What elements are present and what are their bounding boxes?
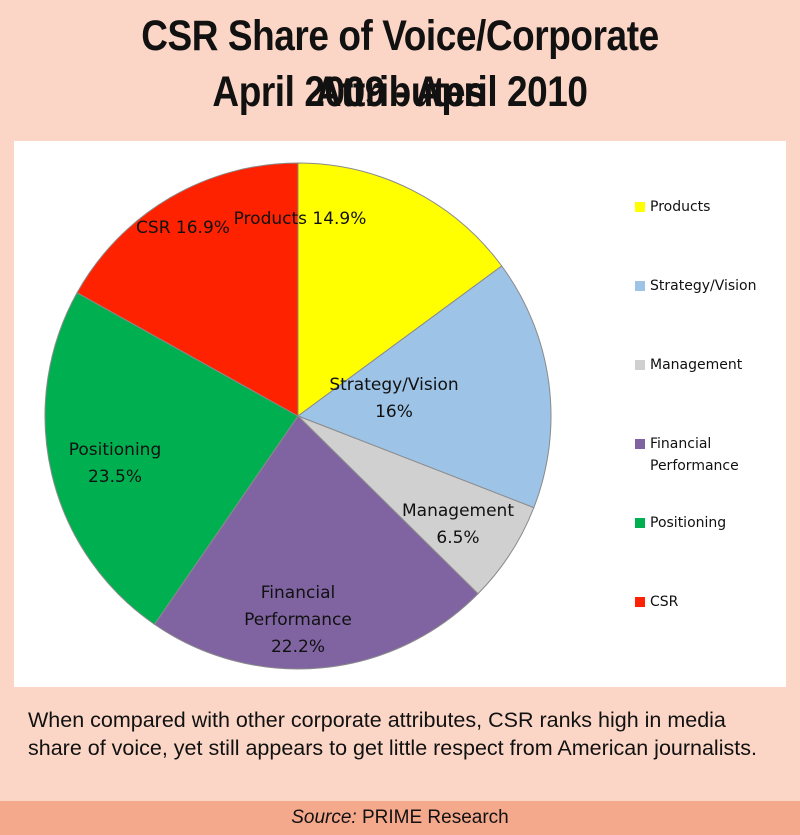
legend-swatch bbox=[635, 360, 645, 370]
pie-slice-strategy-vision bbox=[296, 265, 552, 509]
source-label: Source: bbox=[291, 807, 357, 828]
legend-label: Management bbox=[650, 357, 743, 373]
pie-slice-financial-performance bbox=[153, 415, 479, 670]
legend-swatch bbox=[635, 202, 645, 212]
slice-label-management: Management 6.5% bbox=[402, 501, 514, 548]
slice-label-csr: CSR 16.9% bbox=[136, 218, 230, 238]
title-line-1: CSR Share of Voice/Corporate Attributes bbox=[141, 12, 659, 116]
legend-swatch bbox=[635, 439, 645, 449]
legend-swatch bbox=[635, 597, 645, 607]
pie-slice-positioning bbox=[44, 292, 299, 626]
legend-label: Positioning bbox=[650, 515, 726, 531]
pie-slice-csr bbox=[76, 162, 299, 417]
pie-labels: Products 14.9% Strategy/Vision 16% Manageme… bbox=[69, 209, 515, 657]
title-line-2: April 2009 - April 2010 bbox=[212, 68, 588, 116]
slice-label-positioning: Positioning 23.5% bbox=[69, 440, 161, 487]
slice-label-products: Products 14.9% bbox=[234, 209, 367, 229]
chart-title: CSR Share of Voice/Corporate Attributes … bbox=[0, 0, 800, 128]
caption-text: When compared with other corporate attri… bbox=[28, 708, 757, 760]
chart-panel: Products 14.9% Strategy/Vision 16% Manageme… bbox=[14, 141, 786, 687]
legend-swatch bbox=[635, 281, 645, 291]
legend-label: CSR bbox=[650, 594, 679, 610]
legend-label: Strategy/Vision bbox=[650, 278, 756, 294]
source-bar: Source: PRIME Research bbox=[0, 801, 800, 835]
slice-label-strategy-vision: Strategy/Vision 16% bbox=[329, 375, 458, 422]
slice-label-financial-performance: Financial Performance 22.2% bbox=[244, 583, 352, 657]
pie-chart: Products 14.9% Strategy/Vision 16% Manageme… bbox=[44, 162, 756, 670]
source-text: PRIME Research bbox=[361, 807, 509, 828]
legend-swatch bbox=[635, 518, 645, 528]
chart-legend: Products Strategy/Vision Management Financi… bbox=[635, 199, 756, 610]
legend-label: Financial Performance bbox=[650, 436, 739, 474]
pie-slices bbox=[44, 162, 552, 670]
pie-slice-products bbox=[297, 162, 503, 417]
legend-label: Products bbox=[650, 199, 710, 215]
